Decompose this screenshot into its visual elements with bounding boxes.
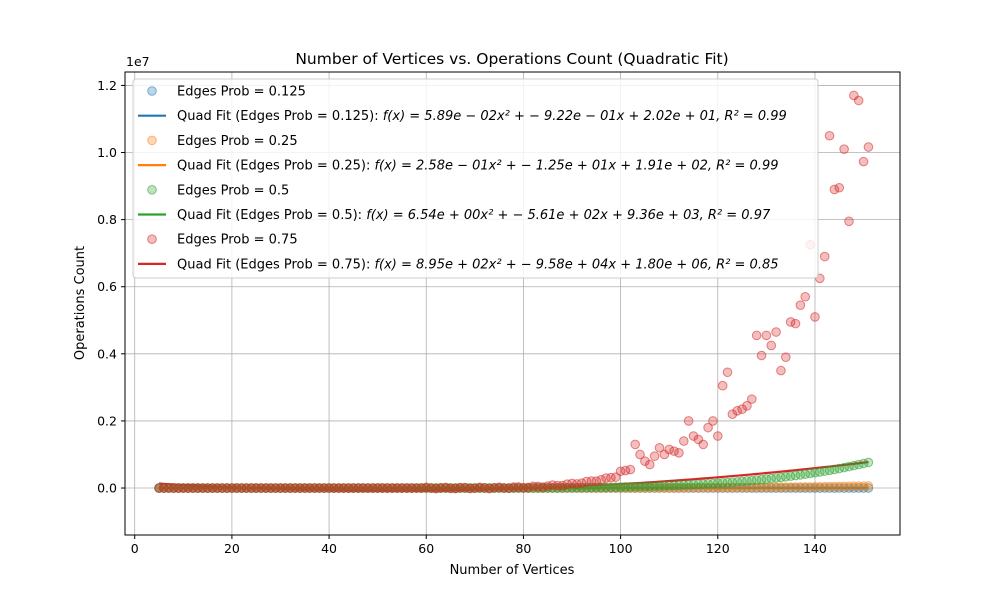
scatter-point	[645, 460, 654, 469]
legend-label: Edges Prob = 0.125	[177, 85, 306, 100]
legend-marker	[148, 87, 157, 96]
x-tick-label: 40	[321, 541, 337, 556]
scatter-point	[772, 328, 781, 337]
legend-label: Edges Prob = 0.5	[177, 183, 289, 198]
scatter-point	[777, 366, 786, 375]
scatter-point	[859, 157, 868, 166]
scatter-point	[835, 183, 844, 192]
y-scale-label: 1e7	[126, 54, 150, 69]
y-tick-label: 0.2	[97, 413, 117, 428]
scatter-point	[718, 381, 727, 390]
scatter-point	[748, 395, 757, 404]
scatter-point	[631, 440, 640, 449]
scatter-point	[854, 96, 863, 105]
x-tick-label: 60	[418, 541, 434, 556]
scatter-point	[679, 437, 688, 446]
scatter-point	[684, 417, 693, 426]
scatter-point	[801, 292, 810, 301]
scatter-point	[723, 368, 732, 377]
legend: Edges Prob = 0.125 Quad Fit (Edges Prob =…	[133, 79, 818, 278]
scatter-point	[791, 319, 800, 328]
x-tick-label: 120	[706, 541, 730, 556]
scatter-point	[845, 217, 854, 226]
x-tick-label: 20	[224, 541, 240, 556]
scatter-point	[675, 449, 684, 458]
scatter-point	[757, 351, 766, 360]
scatter-point	[864, 458, 873, 467]
scatter-point	[825, 131, 834, 140]
y-tick-label: 1.2	[97, 78, 117, 93]
y-tick-label: 0.4	[97, 346, 117, 361]
legend-marker	[148, 186, 157, 195]
scatter-point	[767, 341, 776, 350]
legend-marker	[148, 235, 157, 244]
scatter-point	[864, 482, 873, 491]
y-tick-label: 0.6	[97, 279, 117, 294]
legend-fit-label: Quad Fit (Edges Prob = 0.125): f(x) = 5.…	[177, 109, 787, 124]
legend-fit-label: Quad Fit (Edges Prob = 0.75): f(x) = 8.9…	[177, 257, 779, 272]
scatter-point	[782, 353, 791, 362]
legend-fit-label: Quad Fit (Edges Prob = 0.5): f(x) = 6.54…	[177, 208, 771, 223]
scatter-point	[820, 252, 829, 261]
scatter-point	[762, 331, 771, 340]
x-tick-label: 140	[803, 541, 827, 556]
y-tick-label: 0.8	[97, 212, 117, 227]
scatter-point	[699, 440, 708, 449]
legend-fit-label: Quad Fit (Edges Prob = 0.25): f(x) = 2.5…	[177, 159, 779, 174]
chart-title: Number of Vertices vs. Operations Count …	[295, 50, 728, 68]
x-tick-label: 0	[131, 541, 139, 556]
y-tick-label: 0.0	[97, 481, 117, 496]
scatter-point	[864, 143, 873, 152]
scatter-point	[752, 331, 761, 340]
scatter-point	[811, 313, 820, 322]
scatter-point	[709, 417, 718, 426]
legend-label: Edges Prob = 0.75	[177, 233, 298, 248]
scatter-point	[626, 465, 635, 474]
legend-marker	[148, 136, 157, 145]
scatter-point	[796, 301, 805, 310]
scatter-point	[713, 432, 722, 441]
y-axis-label: Operations Count	[73, 246, 88, 360]
x-axis-label: Number of Vertices	[450, 563, 575, 578]
scatter-point	[650, 452, 659, 461]
y-tick-label: 1.0	[97, 145, 117, 160]
x-tick-label: 80	[515, 541, 531, 556]
x-tick-label: 100	[609, 541, 633, 556]
scatter-point	[840, 145, 849, 154]
legend-label: Edges Prob = 0.25	[177, 134, 298, 149]
